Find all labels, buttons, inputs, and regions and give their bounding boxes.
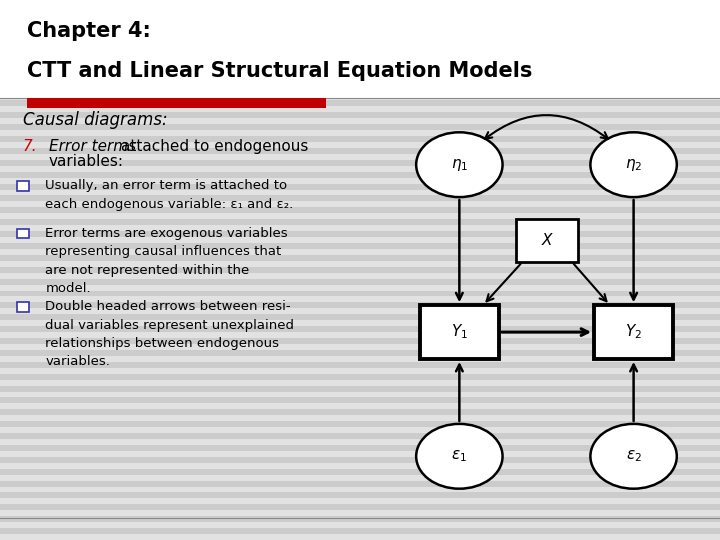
- Text: dual variables represent unexplained: dual variables represent unexplained: [45, 319, 294, 332]
- Bar: [0, 237, 720, 243]
- Bar: [0, 463, 720, 469]
- Text: are not represented within the: are not represented within the: [45, 264, 250, 276]
- FancyArrowPatch shape: [630, 200, 637, 300]
- Bar: [0, 47, 720, 53]
- Bar: [0, 118, 720, 124]
- Bar: [0, 0, 720, 5]
- Bar: [0, 106, 720, 112]
- Bar: [0, 451, 720, 457]
- Text: each endogenous variable: ε₁ and ε₂.: each endogenous variable: ε₁ and ε₂.: [45, 198, 294, 211]
- Text: Double headed arrows between resi-: Double headed arrows between resi-: [45, 300, 291, 313]
- FancyArrowPatch shape: [485, 115, 608, 139]
- Ellipse shape: [590, 424, 677, 489]
- Bar: [17, 181, 29, 191]
- Ellipse shape: [416, 424, 503, 489]
- FancyArrowPatch shape: [574, 264, 606, 301]
- Bar: [0, 415, 720, 421]
- Bar: [0, 522, 720, 528]
- Bar: [0, 439, 720, 445]
- Bar: [0, 94, 720, 100]
- Bar: [0, 392, 720, 397]
- Text: Error terms are exogenous variables: Error terms are exogenous variables: [45, 227, 288, 240]
- Text: model.: model.: [45, 282, 91, 295]
- Bar: [0, 498, 720, 504]
- Text: variables.: variables.: [45, 355, 110, 368]
- Text: 7.: 7.: [23, 139, 37, 154]
- Bar: [0, 296, 720, 302]
- Text: $Y_2$: $Y_2$: [625, 323, 642, 341]
- Bar: [0, 130, 720, 136]
- Ellipse shape: [416, 132, 503, 197]
- Text: Causal diagrams:: Causal diagrams:: [23, 111, 168, 129]
- Text: $Y_1$: $Y_1$: [451, 323, 468, 341]
- Bar: [0, 344, 720, 350]
- Bar: [17, 302, 29, 312]
- Text: Usually, an error term is attached to: Usually, an error term is attached to: [45, 179, 287, 192]
- Bar: [0, 249, 720, 255]
- Bar: [0, 380, 720, 386]
- Bar: [0, 11, 720, 17]
- Bar: [0, 510, 720, 516]
- Text: Error terms: Error terms: [49, 139, 136, 154]
- Bar: [27, 98, 326, 108]
- Text: $\eta_2$: $\eta_2$: [625, 157, 642, 173]
- Bar: [0, 71, 720, 77]
- Bar: [0, 225, 720, 231]
- Text: attached to endogenous: attached to endogenous: [121, 139, 308, 154]
- Bar: [0, 534, 720, 540]
- Bar: [17, 229, 29, 238]
- Text: $\varepsilon_1$: $\varepsilon_1$: [451, 448, 467, 464]
- Bar: [0, 427, 720, 433]
- Bar: [516, 219, 578, 262]
- FancyArrowPatch shape: [487, 264, 521, 301]
- Bar: [0, 142, 720, 148]
- Text: relationships between endogenous: relationships between endogenous: [45, 337, 279, 350]
- Bar: [0, 83, 720, 89]
- FancyArrowPatch shape: [456, 364, 463, 421]
- Bar: [0, 23, 720, 29]
- Bar: [0, 487, 720, 492]
- Bar: [0, 285, 720, 291]
- Bar: [594, 305, 673, 359]
- Bar: [0, 368, 720, 374]
- Bar: [0, 59, 720, 65]
- Bar: [0, 166, 720, 172]
- Bar: [0, 403, 720, 409]
- Bar: [0, 320, 720, 326]
- Bar: [0, 213, 720, 219]
- Text: CTT and Linear Structural Equation Models: CTT and Linear Structural Equation Model…: [27, 61, 533, 82]
- Bar: [0, 332, 720, 338]
- Text: variables:: variables:: [49, 154, 124, 170]
- Bar: [0, 261, 720, 267]
- Bar: [0, 178, 720, 184]
- FancyArrowPatch shape: [630, 364, 637, 421]
- Text: representing causal influences that: representing causal influences that: [45, 245, 282, 258]
- Text: $\eta_1$: $\eta_1$: [451, 157, 468, 173]
- Bar: [0, 356, 720, 362]
- Ellipse shape: [590, 132, 677, 197]
- Text: Chapter 4:: Chapter 4:: [27, 21, 151, 41]
- FancyBboxPatch shape: [0, 0, 720, 98]
- Bar: [0, 35, 720, 41]
- Bar: [0, 475, 720, 481]
- Text: $\varepsilon_2$: $\varepsilon_2$: [626, 448, 642, 464]
- FancyArrowPatch shape: [456, 200, 463, 300]
- Bar: [0, 201, 720, 207]
- Bar: [0, 190, 720, 195]
- Bar: [420, 305, 499, 359]
- FancyArrowPatch shape: [502, 329, 588, 335]
- Bar: [0, 273, 720, 279]
- Bar: [0, 308, 720, 314]
- Bar: [0, 154, 720, 160]
- Text: $X$: $X$: [541, 232, 554, 248]
